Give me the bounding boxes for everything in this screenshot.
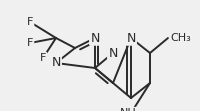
Text: CH₃: CH₃ [169, 33, 190, 43]
Text: F: F [27, 17, 33, 27]
Text: N: N [126, 32, 135, 45]
Text: N: N [90, 32, 99, 45]
Text: N: N [51, 56, 60, 69]
Text: F: F [27, 38, 33, 48]
Text: N: N [108, 47, 117, 59]
Text: NH₂: NH₂ [120, 108, 141, 111]
Text: F: F [40, 53, 46, 63]
